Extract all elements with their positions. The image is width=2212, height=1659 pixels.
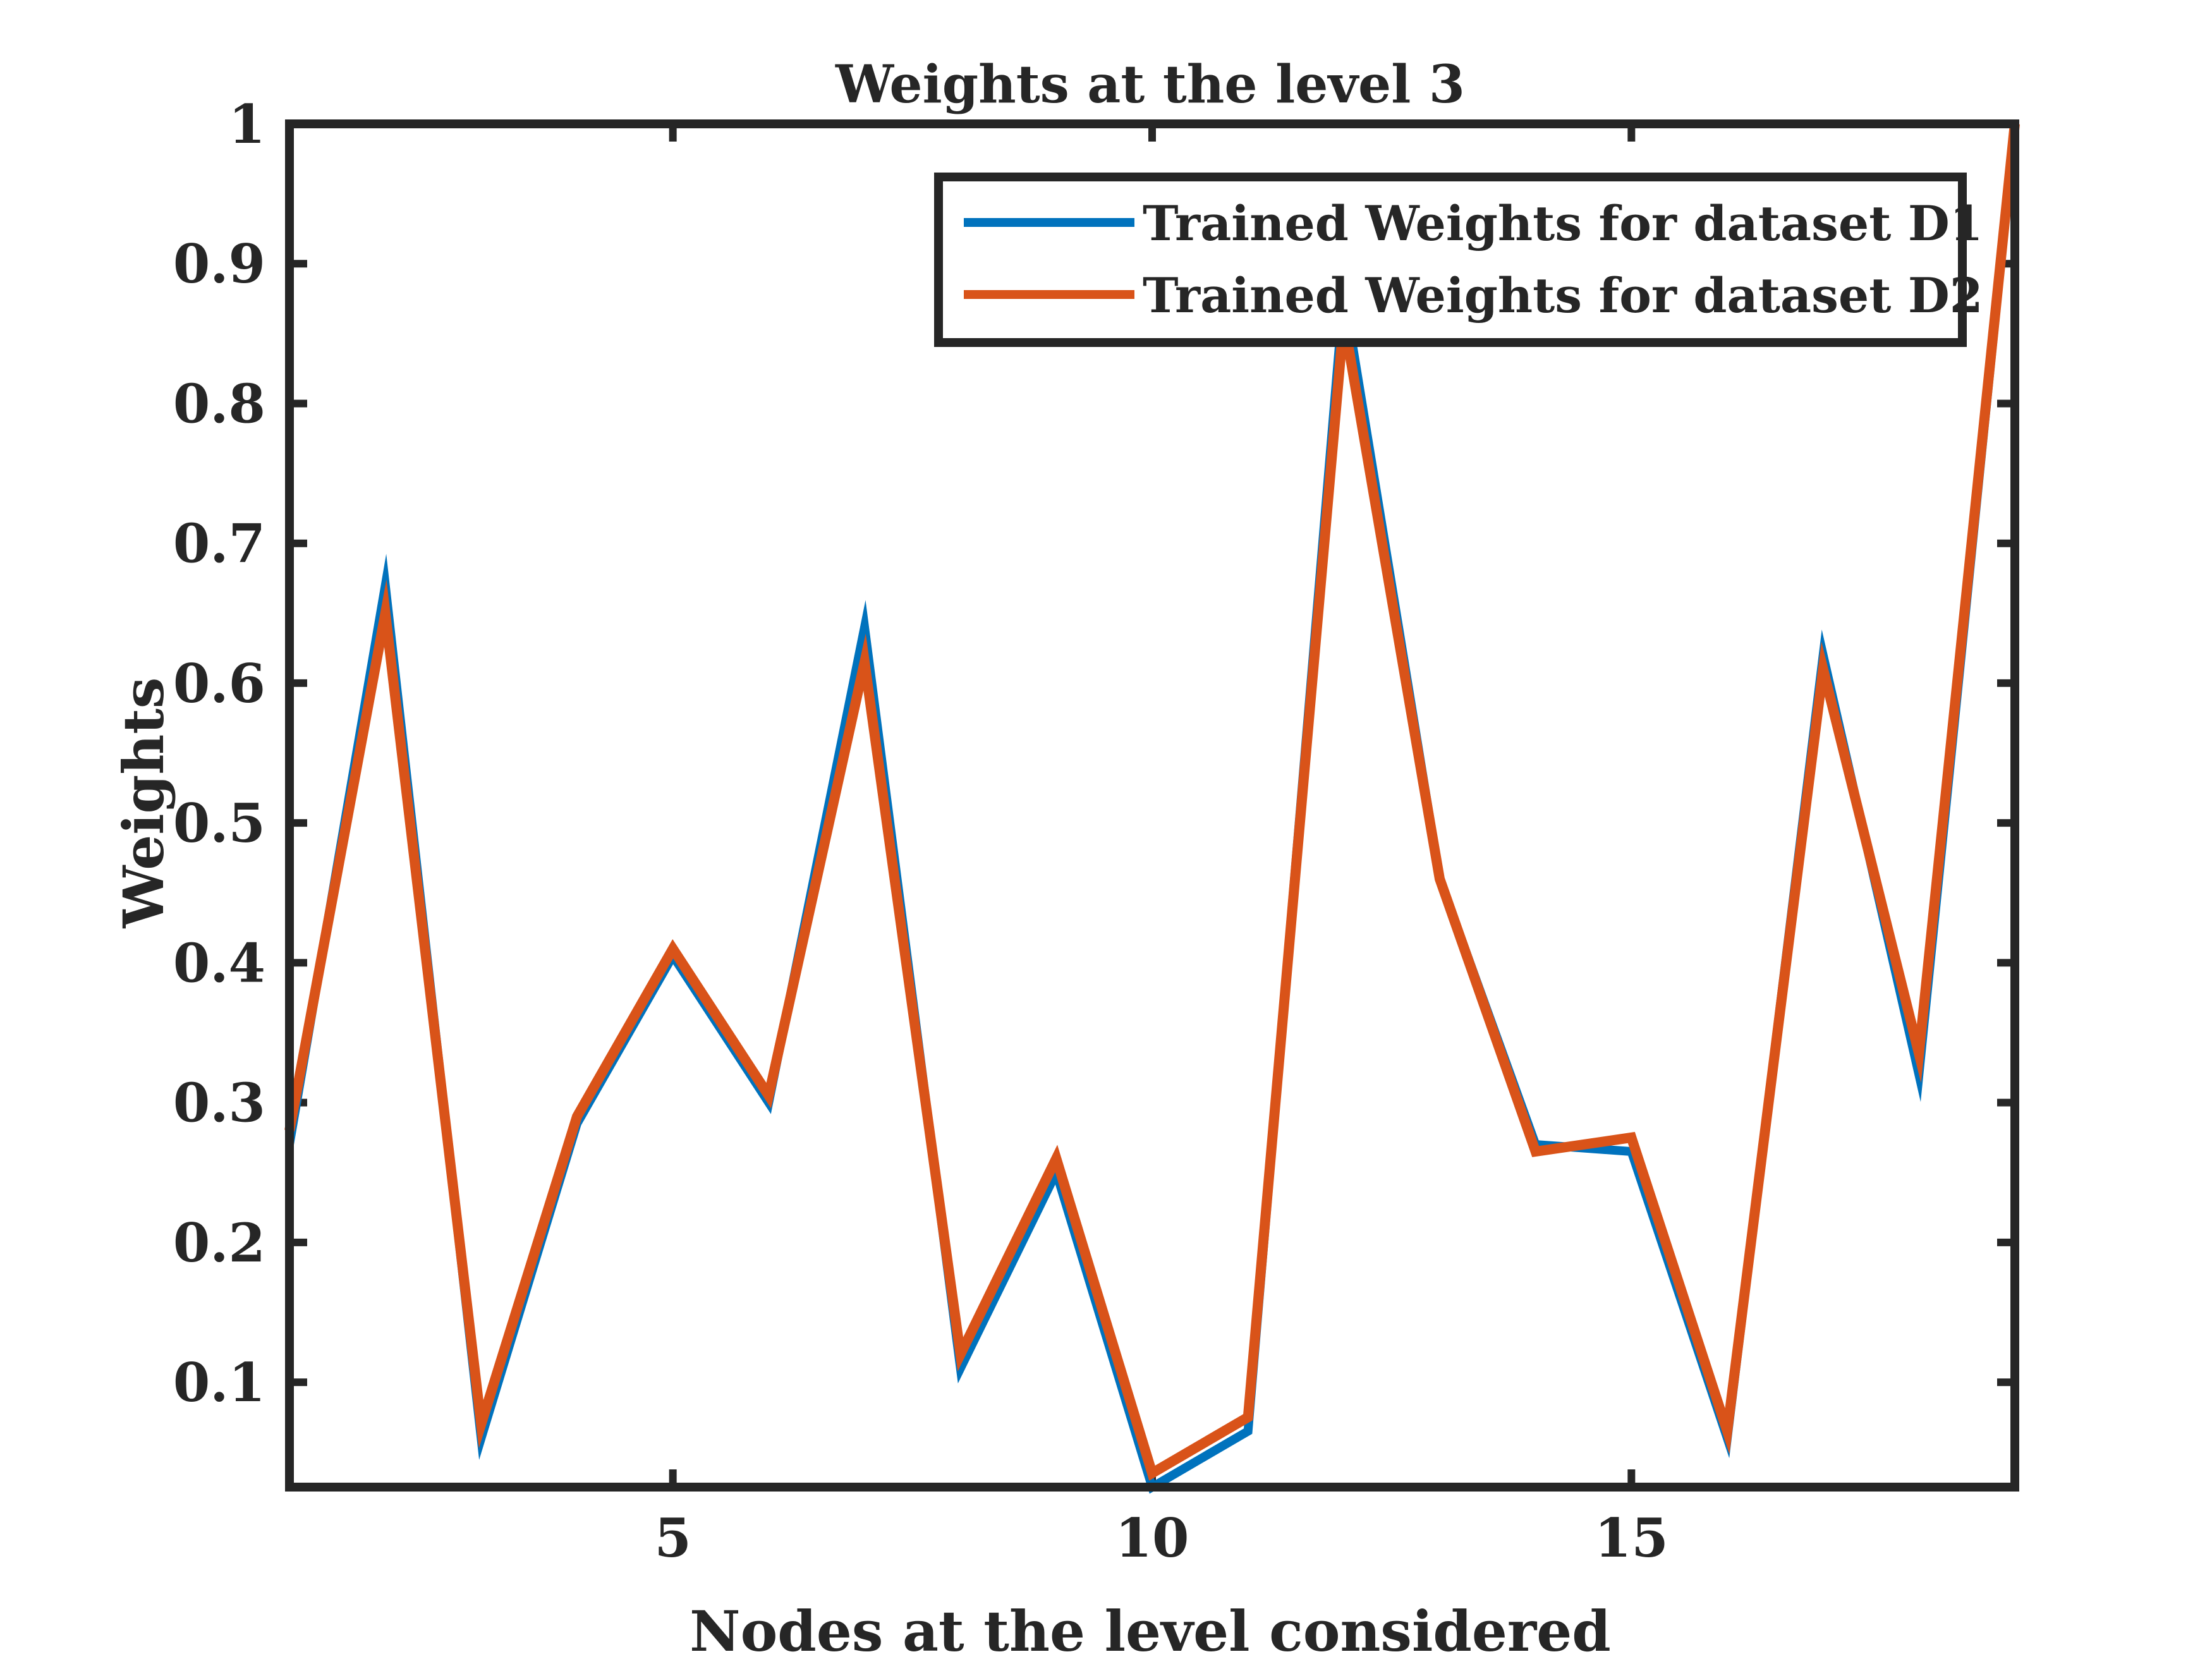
y-tick-label-2: 0.3 [173,1072,265,1134]
legend: Trained Weights for dataset D1 Trained W… [934,173,1983,347]
y-tick-label-4: 0.5 [173,792,265,854]
x-axis-label: Nodes at the level considered [690,1598,1611,1659]
y-tick-label-7: 0.8 [173,372,265,435]
x-tick-label-1: 10 [1115,1507,1189,1569]
y-tick-label-1: 0.2 [173,1212,265,1274]
series-line-d2 [284,123,2020,1481]
legend-box [934,173,1967,347]
axes-box [285,119,2019,1492]
x-tick-label-0: 5 [654,1507,691,1569]
x-tick-label-2: 15 [1595,1507,1668,1569]
y-tick-label-6: 0.7 [173,513,265,575]
chart-title: Weights at the level 3 [835,54,1465,115]
plot-area: 5 10 15 0.1 0.2 0.3 0.4 0.5 0.6 0.7 0.8 0.9 1 [173,93,2020,1569]
legend-label-d2: Trained Weights for dataset D2 [1143,267,1983,324]
y-tick-label-3: 0.4 [173,932,265,994]
legend-label-d1: Trained Weights for dataset D1 [1143,195,1983,252]
y-tick-label-8: 0.9 [173,233,265,295]
y-tick-label-0: 0.1 [173,1351,265,1414]
y-tick-label-5: 0.6 [173,652,265,715]
y-tick-label-9: 1 [229,93,265,155]
y-axis-label: Weights [111,678,176,929]
